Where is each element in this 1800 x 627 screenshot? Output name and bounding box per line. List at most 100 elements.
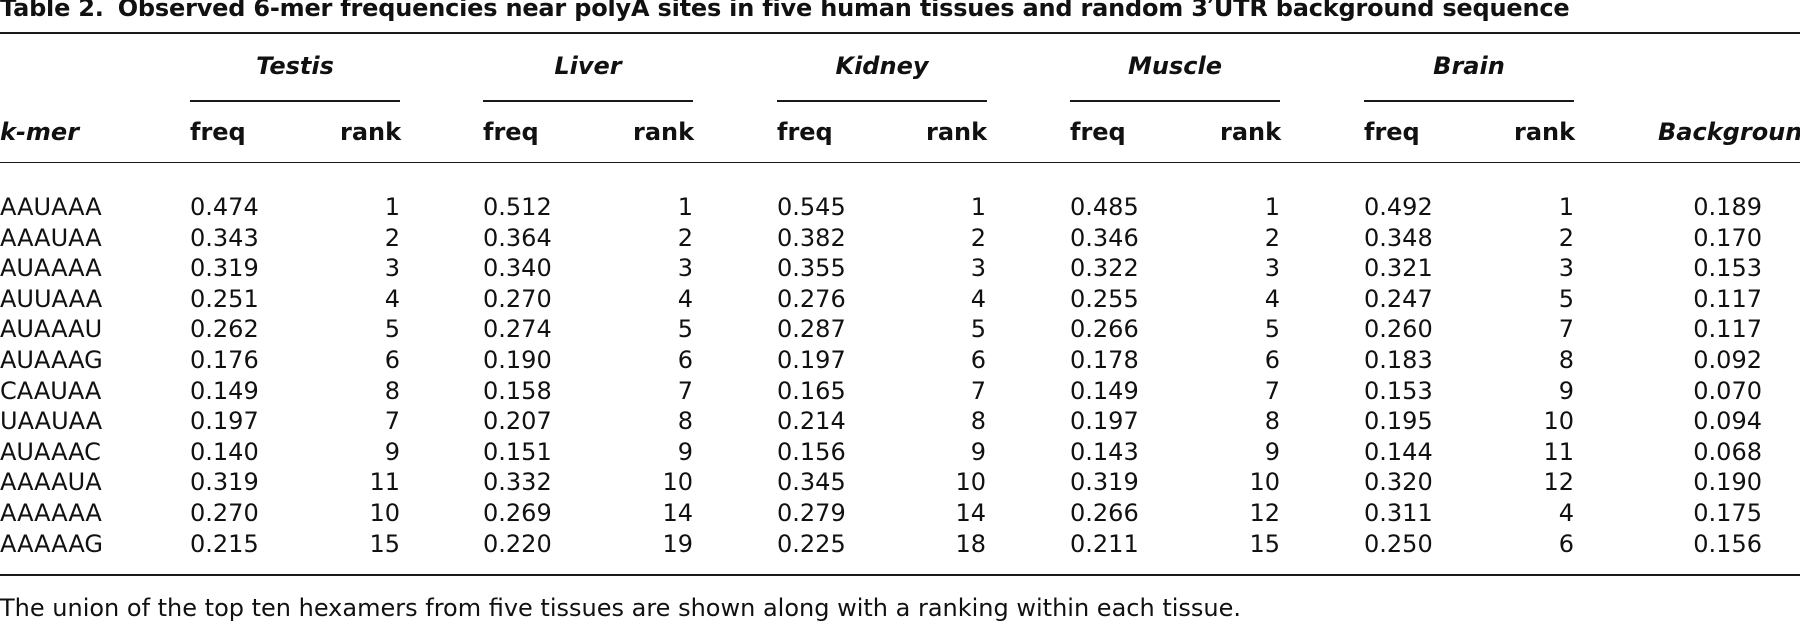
- table-row: AAUAAA 0.474 1 0.512 1 0.545 1 0.485 1 0.492 1 0.18…: [0, 193, 1800, 223]
- freq-cell-muscle: 0.255: [1070, 284, 1139, 313]
- rank-cell-kidney: 10: [955, 468, 986, 497]
- freq-cell-testis: 0.319: [190, 254, 259, 283]
- freq-cell-brain: 0.321: [1364, 254, 1433, 283]
- tissue-header-liver: Liver: [554, 52, 622, 80]
- rank-cell-kidney: 14: [955, 499, 986, 527]
- rank-cell-brain: 12: [1543, 468, 1574, 497]
- freq-cell-testis: 0.319: [190, 468, 259, 497]
- rank-cell-kidney: 2: [970, 223, 986, 252]
- tissue-header-testis: Testis: [256, 52, 334, 80]
- freq-cell-testis: 0.215: [190, 529, 259, 558]
- background-cell: 0.068: [1693, 437, 1762, 466]
- rank-cell-muscle: 2: [1264, 223, 1280, 252]
- freq-header-liver: freq: [483, 118, 539, 146]
- rank-cell-brain: 11: [1543, 437, 1574, 466]
- rank-cell-liver: 8: [677, 407, 693, 436]
- rank-cell-brain: 4: [1558, 499, 1574, 527]
- rank-cell-liver: 6: [677, 346, 693, 374]
- freq-cell-muscle: 0.197: [1070, 407, 1139, 436]
- freq-cell-testis: 0.176: [190, 346, 259, 374]
- table-row: AUAAAC 0.140 9 0.151 9 0.156 9 0.143 9 0.144 11 0.0…: [0, 438, 1800, 468]
- freq-cell-muscle: 0.266: [1070, 499, 1139, 527]
- kmer-cell: AUAAAG: [0, 346, 103, 374]
- freq-cell-brain: 0.250: [1364, 529, 1433, 558]
- freq-cell-brain: 0.195: [1364, 407, 1433, 436]
- kmer-header: k-mer: [0, 118, 80, 146]
- freq-cell-liver: 0.274: [483, 315, 552, 344]
- freq-cell-kidney: 0.225: [777, 529, 846, 558]
- tissue-underline-brain: [1364, 100, 1574, 102]
- kmer-cell: UAAUAA: [0, 407, 103, 436]
- rank-cell-brain: 9: [1558, 376, 1574, 405]
- rank-cell-kidney: 1: [970, 193, 986, 221]
- freq-cell-liver: 0.151: [483, 437, 552, 466]
- freq-cell-kidney: 0.165: [777, 376, 846, 405]
- tissue-header-kidney: Kidney: [835, 52, 929, 80]
- kmer-cell: AAUAAA: [0, 193, 102, 221]
- freq-cell-testis: 0.251: [190, 284, 259, 313]
- freq-cell-brain: 0.311: [1364, 499, 1433, 527]
- freq-cell-muscle: 0.266: [1070, 315, 1139, 344]
- table-title: Observed 6-mer frequencies near polyA si…: [117, 0, 1570, 22]
- kmer-cell: AUAAAA: [0, 254, 102, 283]
- freq-cell-testis: 0.140: [190, 437, 259, 466]
- table-row: AUUAAA 0.251 4 0.270 4 0.276 4 0.255 4 0.247 5 0.11…: [0, 285, 1800, 315]
- freq-cell-liver: 0.270: [483, 284, 552, 313]
- freq-cell-brain: 0.260: [1364, 315, 1433, 344]
- background-cell: 0.170: [1693, 223, 1762, 252]
- rank-cell-testis: 6: [384, 346, 400, 374]
- table-row: UAAUAA 0.197 7 0.207 8 0.214 8 0.197 8 0.195 10 0.0…: [0, 407, 1800, 437]
- kmer-cell: AAAAAA: [0, 499, 102, 527]
- tissue-underline-testis: [190, 100, 400, 102]
- freq-cell-kidney: 0.287: [777, 315, 846, 344]
- freq-cell-kidney: 0.355: [777, 254, 846, 283]
- rank-cell-muscle: 3: [1264, 254, 1280, 283]
- rank-cell-muscle: 5: [1264, 315, 1280, 344]
- rank-cell-liver: 10: [662, 468, 693, 497]
- rank-cell-liver: 9: [677, 437, 693, 466]
- tissue-underline-muscle: [1070, 100, 1280, 102]
- freq-cell-liver: 0.158: [483, 376, 552, 405]
- freq-cell-brain: 0.320: [1364, 468, 1433, 497]
- rank-cell-brain: 3: [1558, 254, 1574, 283]
- table-footnote: The union of the top ten hexamers from f…: [0, 594, 1242, 622]
- bottom-rule: [0, 574, 1800, 576]
- rank-cell-liver: 1: [677, 193, 693, 221]
- kmer-cell: AAAAUA: [0, 468, 102, 497]
- kmer-cell: AUAAAC: [0, 437, 101, 466]
- rank-header-testis: rank: [340, 118, 402, 146]
- table-caption: Table 2. Observed 6-mer frequencies near …: [0, 0, 1570, 22]
- rank-cell-muscle: 4: [1264, 284, 1280, 313]
- table-row: AAAAUA 0.319 11 0.332 10 0.345 10 0.319 10 0.320 1…: [0, 468, 1800, 498]
- table-row: AUAAAA 0.319 3 0.340 3 0.355 3 0.322 3 0.321 3 0.15…: [0, 254, 1800, 284]
- rank-header-kidney: rank: [926, 118, 988, 146]
- rank-cell-muscle: 15: [1249, 529, 1280, 558]
- freq-cell-testis: 0.343: [190, 223, 259, 252]
- table-row: AUAAAG 0.176 6 0.190 6 0.197 6 0.178 6 0.183 8 0.09…: [0, 346, 1800, 376]
- freq-cell-muscle: 0.149: [1070, 376, 1139, 405]
- rank-cell-kidney: 4: [970, 284, 986, 313]
- freq-cell-kidney: 0.345: [777, 468, 846, 497]
- background-cell: 0.190: [1693, 468, 1762, 497]
- freq-cell-liver: 0.332: [483, 468, 552, 497]
- tissue-underline-kidney: [777, 100, 987, 102]
- freq-cell-brain: 0.183: [1364, 346, 1433, 374]
- freq-cell-testis: 0.474: [190, 193, 259, 221]
- rank-cell-testis: 3: [384, 254, 400, 283]
- rank-cell-kidney: 18: [955, 529, 986, 558]
- rank-cell-testis: 10: [369, 499, 400, 527]
- table-row: AAAAAG 0.215 15 0.220 19 0.225 18 0.211 15 0.250 6…: [0, 530, 1800, 560]
- freq-cell-kidney: 0.382: [777, 223, 846, 252]
- table-row: AAAUAA 0.343 2 0.364 2 0.382 2 0.346 2 0.348 2 0.17…: [0, 224, 1800, 254]
- rank-cell-muscle: 10: [1249, 468, 1280, 497]
- table-row: AAAAAA 0.270 10 0.269 14 0.279 14 0.266 12 0.311 4…: [0, 499, 1800, 529]
- freq-cell-liver: 0.364: [483, 223, 552, 252]
- rank-cell-muscle: 8: [1264, 407, 1280, 436]
- rank-cell-muscle: 7: [1264, 376, 1280, 405]
- tissue-header-muscle: Muscle: [1128, 52, 1222, 80]
- rank-cell-muscle: 6: [1264, 346, 1280, 374]
- freq-cell-liver: 0.269: [483, 499, 552, 527]
- rank-cell-testis: 1: [384, 193, 400, 221]
- freq-cell-muscle: 0.485: [1070, 193, 1139, 221]
- freq-cell-brain: 0.144: [1364, 437, 1433, 466]
